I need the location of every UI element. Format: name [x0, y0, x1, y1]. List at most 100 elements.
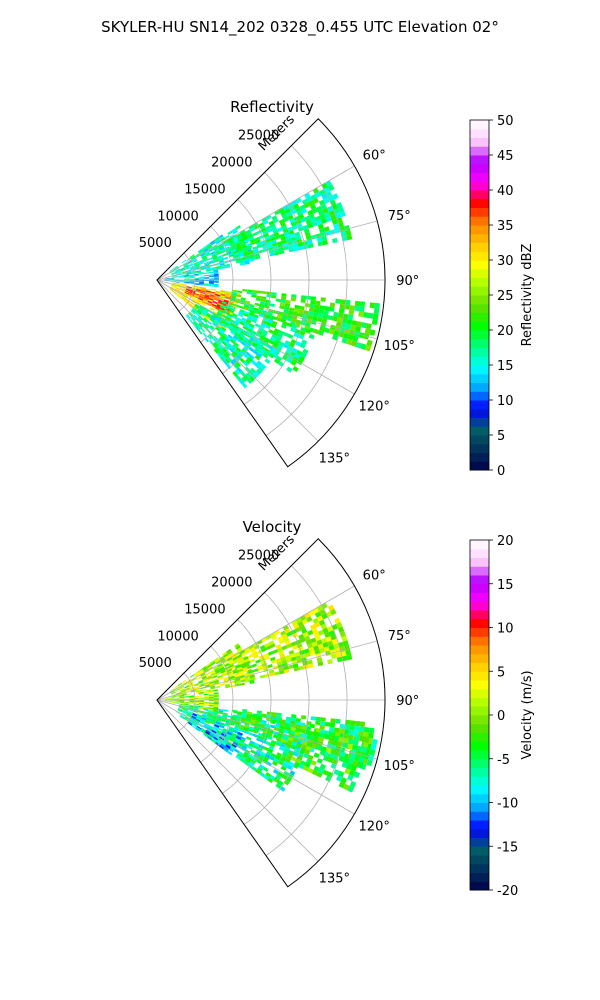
echo-cell-0 — [275, 774, 282, 781]
echo-cell-7 — [195, 326, 200, 331]
echo-cell-3 — [276, 355, 282, 362]
echo-cell-7 — [214, 319, 220, 324]
echo-cell-5 — [236, 654, 243, 659]
echo-cell-3 — [299, 343, 306, 349]
echo-cell-4 — [201, 255, 207, 259]
echo-cell-2 — [364, 344, 372, 352]
echo-cell-2 — [358, 311, 364, 318]
echo-cell-5 — [169, 280, 175, 281]
echo-cell-7 — [195, 303, 201, 308]
echo-cell-0 — [191, 299, 197, 303]
colorbar-segment — [470, 338, 489, 348]
echo-cell-2 — [279, 302, 286, 307]
echo-cell-1 — [199, 294, 205, 298]
echo-cell-6 — [269, 223, 276, 229]
echo-cell-2 — [346, 319, 353, 325]
echo-cell-5 — [311, 641, 318, 647]
echo-cell-6 — [293, 203, 300, 210]
echo-cell-7 — [231, 328, 237, 334]
echo-cell-0 — [174, 289, 180, 292]
echo-cell-7 — [213, 320, 219, 326]
range-tick-label: 20000 — [211, 576, 252, 591]
echo-cell-4 — [184, 701, 190, 703]
echo-cell-0 — [217, 711, 224, 715]
echo-cell-4 — [189, 696, 195, 698]
echo-cell-6 — [304, 762, 311, 768]
echo-cell-0 — [199, 721, 205, 725]
echo-cell-4 — [199, 701, 205, 704]
echo-cell-4 — [169, 701, 175, 703]
echo-cell-5 — [240, 679, 246, 683]
echo-cell-3 — [196, 691, 202, 694]
echo-cell-3 — [209, 669, 215, 674]
echo-cell-3 — [180, 690, 186, 693]
echo-cell-1 — [370, 744, 377, 751]
echo-cell-6 — [272, 218, 279, 224]
echo-cell-7 — [253, 339, 260, 345]
echo-cell-6 — [311, 743, 318, 749]
echo-cell-1 — [243, 724, 250, 729]
echo-cell-2 — [347, 314, 354, 321]
echo-cell-2 — [196, 716, 202, 720]
echo-cell-6 — [328, 210, 335, 217]
echo-cell-0 — [184, 300, 190, 304]
echo-cell-6 — [291, 200, 298, 206]
echo-cell-3 — [291, 347, 298, 354]
colorbar-segment — [470, 408, 489, 418]
echo-cell-4 — [181, 271, 186, 274]
echo-cell-6 — [289, 730, 296, 735]
echo-cell-6 — [287, 736, 294, 742]
echo-cell-5 — [316, 615, 324, 622]
echo-cell-7 — [216, 339, 222, 345]
echo-cell-0 — [208, 711, 214, 714]
echo-cell-5 — [260, 660, 267, 665]
echo-cell-6 — [284, 746, 291, 752]
colorbar-segment — [470, 382, 489, 392]
echo-cell-5 — [169, 277, 175, 279]
echo-cell-7 — [204, 337, 209, 343]
echo-cell-7 — [235, 374, 241, 381]
echo-cell-5 — [164, 278, 170, 279]
echo-cell-4 — [219, 248, 226, 252]
echo-cell-1 — [354, 720, 361, 727]
echo-cell-5 — [213, 272, 219, 275]
echo-cell-3 — [185, 687, 190, 690]
echo-cell-1 — [205, 291, 211, 295]
echo-cell-6 — [241, 231, 247, 237]
echo-cell-4 — [194, 253, 200, 257]
echo-cell-4 — [209, 248, 214, 252]
echo-cell-4 — [164, 698, 170, 700]
echo-cell-5 — [302, 631, 309, 638]
echo-cell-0 — [188, 295, 193, 299]
echo-cell-3 — [248, 312, 255, 317]
colorbar-segment — [470, 242, 489, 252]
echo-cell-6 — [264, 235, 271, 241]
echo-cell-6 — [303, 228, 310, 234]
echo-cell-0 — [205, 719, 211, 723]
azimuth-tick-label: 135° — [319, 451, 350, 466]
echo-cell-4 — [214, 698, 219, 700]
echo-cell-4 — [213, 706, 219, 709]
echo-cell-6 — [254, 253, 260, 257]
echo-cell-5 — [330, 653, 337, 659]
echo-cell-5 — [250, 677, 256, 681]
echo-cell-6 — [320, 746, 327, 752]
echo-cell-5 — [263, 652, 269, 658]
echo-cell-3 — [216, 671, 222, 676]
echo-cell-4 — [208, 707, 214, 710]
echo-cell-5 — [184, 281, 190, 283]
echo-cell-2 — [338, 308, 345, 314]
echo-cell-2 — [305, 295, 312, 300]
echo-cell-3 — [251, 318, 257, 324]
echo-cell-3 — [202, 676, 208, 680]
echo-cell-5 — [232, 656, 238, 661]
echo-cell-1 — [225, 294, 231, 298]
echo-cell-5 — [309, 623, 317, 630]
echo-cell-5 — [188, 274, 194, 276]
colorbar-segment — [470, 198, 489, 208]
echo-cell-2 — [318, 330, 324, 336]
echo-cell-4 — [205, 269, 211, 272]
echo-cell-4 — [212, 256, 218, 260]
echo-cell-5 — [169, 278, 175, 279]
echo-cell-6 — [294, 731, 300, 736]
